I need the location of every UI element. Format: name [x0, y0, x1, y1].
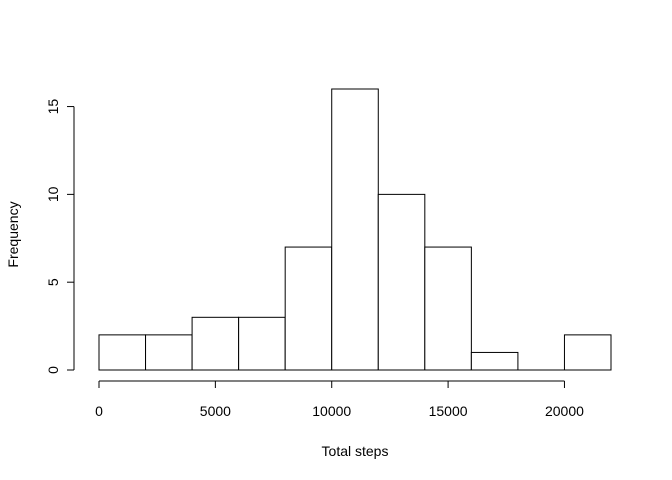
x-axis: 0 5000 10000 15000 20000: [95, 380, 584, 419]
y-tick-label: 5: [45, 278, 61, 286]
y-tick-label: 15: [45, 99, 61, 115]
x-axis-title: Total steps: [322, 443, 389, 459]
y-tick-label: 10: [45, 186, 61, 202]
x-tick-label: 15000: [429, 403, 468, 419]
x-tick-label: 10000: [312, 403, 351, 419]
x-tick-label: 20000: [545, 403, 584, 419]
histogram-bar-5: [331, 88, 379, 371]
x-tick-label: 5000: [200, 403, 231, 419]
y-tick-label: 0: [45, 366, 61, 374]
histogram-bar-2: [191, 316, 240, 371]
histogram-bar-8: [470, 351, 519, 371]
histogram-bar-4: [284, 246, 333, 371]
histogram-bar-1: [145, 334, 193, 371]
histogram-bar-7: [424, 246, 472, 371]
x-tick-label: 0: [95, 403, 103, 419]
histogram-bar-6: [377, 193, 426, 371]
bars-group: [98, 88, 612, 371]
y-axis-title: Frequency: [5, 201, 21, 267]
histogram-bar-0: [98, 334, 147, 371]
histogram-bar-3: [238, 316, 286, 371]
histogram-bar-10: [563, 334, 612, 371]
y-axis: 0 5 10 15: [45, 99, 75, 374]
